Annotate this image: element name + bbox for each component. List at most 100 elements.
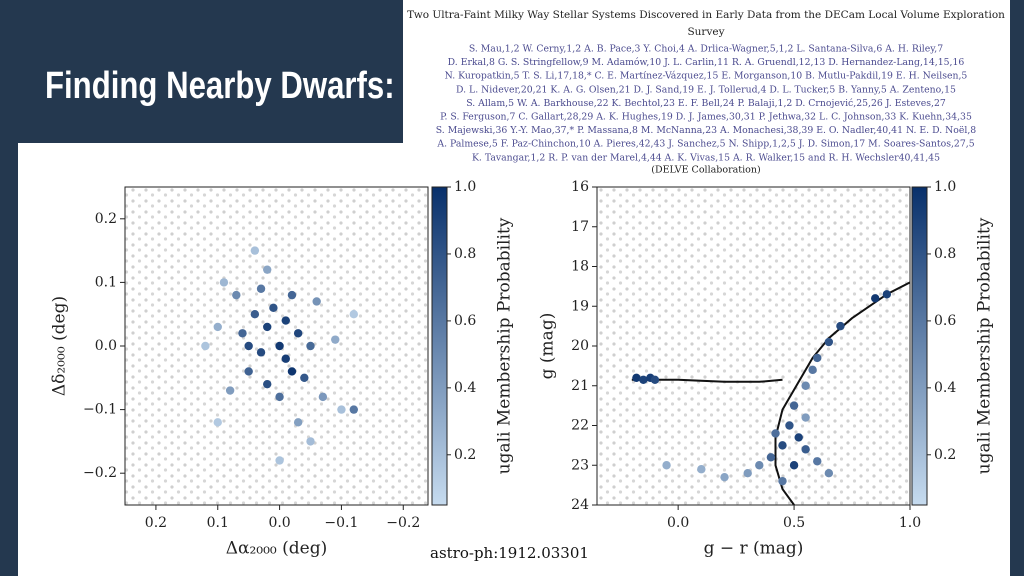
member-star [219, 278, 229, 287]
member-star [632, 373, 641, 382]
citation: astro-ph:1912.03301 [430, 544, 589, 562]
colorbar-label: ugali Membership Probability [495, 217, 515, 474]
author-line: D. Erkal,8 G. S. Stringfellow,9 M. Adamó… [448, 57, 965, 68]
member-star [349, 310, 358, 319]
member-star [871, 294, 880, 303]
member-star [824, 469, 834, 478]
member-star [720, 472, 729, 482]
colorbar-tick-label: 0.4 [934, 380, 956, 396]
member-star [318, 392, 328, 402]
member-star [244, 367, 253, 376]
colorbar [431, 186, 448, 506]
isochrone [631, 281, 910, 505]
member-star [778, 441, 787, 450]
x-tick-label: 0.0 [667, 515, 689, 531]
author-line: S. Mau,1,2 W. Cerny,1,2 A. B. Pace,3 Y. … [469, 44, 943, 55]
colorbar-tick-label: 1.0 [934, 179, 956, 195]
y-tick-label: 24 [571, 497, 589, 513]
paper-header [403, 0, 1010, 182]
member-star [331, 335, 340, 344]
colorbar-tick-label: 0.6 [934, 313, 956, 329]
y-tick-label: 0.1 [95, 274, 117, 290]
member-star [801, 445, 810, 454]
author-line: S. Majewski,36 Y.-Y. Mao,37,* P. Massana… [436, 125, 977, 136]
y-tick-label: 0.2 [95, 211, 117, 227]
colorbar-tick-label: 0.6 [454, 313, 476, 329]
member-star [244, 341, 253, 351]
member-star [801, 413, 810, 422]
member-star [306, 341, 315, 351]
field-stars [597, 187, 910, 505]
member-star [281, 354, 290, 363]
member-star [263, 322, 272, 332]
x-axis-label: g − r (mag) [704, 539, 804, 559]
colorbar-tick-label: 0.4 [454, 380, 476, 396]
x-tick-label: 0.1 [207, 515, 229, 531]
x-tick-label: 0.5 [783, 515, 805, 531]
member-star [349, 405, 358, 414]
member-star [312, 297, 321, 306]
author-line: P. S. Ferguson,7 C. Gallart,28,29 A. K. … [440, 112, 972, 123]
y-tick-label: 19 [571, 298, 589, 314]
x-tick-label: 0.0 [268, 515, 290, 531]
y-tick-label: −0.1 [83, 402, 117, 418]
x-tick-label: 0.2 [145, 515, 167, 531]
y-tick-label: 21 [571, 378, 589, 394]
paper-title: Two Ultra-Faint Milky Way Stellar System… [407, 9, 1005, 21]
member-star [281, 316, 290, 325]
member-star [650, 375, 660, 384]
member-star [263, 265, 272, 274]
member-star [743, 469, 752, 478]
member-star [639, 375, 648, 384]
colorbar-tick-label: 0.8 [934, 246, 956, 262]
member-star [766, 453, 776, 462]
colorbar-tick-label: 0.2 [454, 447, 476, 463]
y-axis-label: g (mag) [538, 313, 558, 380]
member-star [755, 461, 764, 470]
member-star [293, 329, 303, 338]
member-star [287, 367, 297, 376]
x-axis-label: Δα₂₀₀₀ (deg) [226, 539, 328, 559]
member-star [771, 429, 780, 438]
colorbar-tick-label: 0.2 [934, 447, 956, 463]
member-star [250, 310, 260, 319]
member-star [275, 341, 284, 351]
member-star [794, 433, 803, 442]
member-star [275, 456, 284, 465]
member-star [256, 348, 266, 357]
member-star [275, 392, 284, 402]
y-axis-label: Δδ₂₀₀₀ (deg) [50, 296, 70, 396]
member-star [808, 365, 817, 375]
member-star [287, 290, 297, 300]
colorbar-tick-label: 0.8 [454, 246, 476, 262]
colorbar-tick-label: 1.0 [454, 179, 476, 195]
member-star [697, 465, 706, 474]
member-star [801, 381, 810, 390]
y-tick-label: 16 [571, 179, 589, 195]
member-star [293, 418, 303, 427]
y-tick-label: 20 [571, 338, 589, 354]
member-star [778, 476, 787, 486]
member-star [232, 290, 241, 300]
member-star [813, 353, 822, 363]
author-line: D. L. Nidever,20,21 K. A. G. Olsen,21 D.… [456, 84, 956, 95]
member-star [213, 322, 222, 332]
member-star [201, 341, 210, 351]
collaboration: (DELVE Collaboration) [651, 165, 760, 176]
y-tick-label: 0.0 [95, 338, 117, 354]
author-line: S. Allam,5 W. A. Barkhouse,22 K. Bechtol… [466, 98, 946, 109]
member-star [238, 329, 247, 338]
slide-title: Finding Nearby Dwarfs: [45, 65, 395, 107]
y-tick-label: 18 [571, 259, 589, 275]
member-star [213, 418, 222, 427]
member-star [882, 290, 892, 299]
y-tick-label: 17 [571, 219, 589, 235]
member-star [813, 457, 822, 466]
x-tick-label: −0.1 [324, 515, 358, 531]
member-star [789, 401, 799, 410]
y-tick-label: −0.2 [83, 465, 117, 481]
author-line: N. Kuropatkin,5 T. S. Li,17,18,* C. E. M… [445, 71, 968, 82]
member-star [263, 379, 272, 389]
member-star [300, 373, 309, 382]
